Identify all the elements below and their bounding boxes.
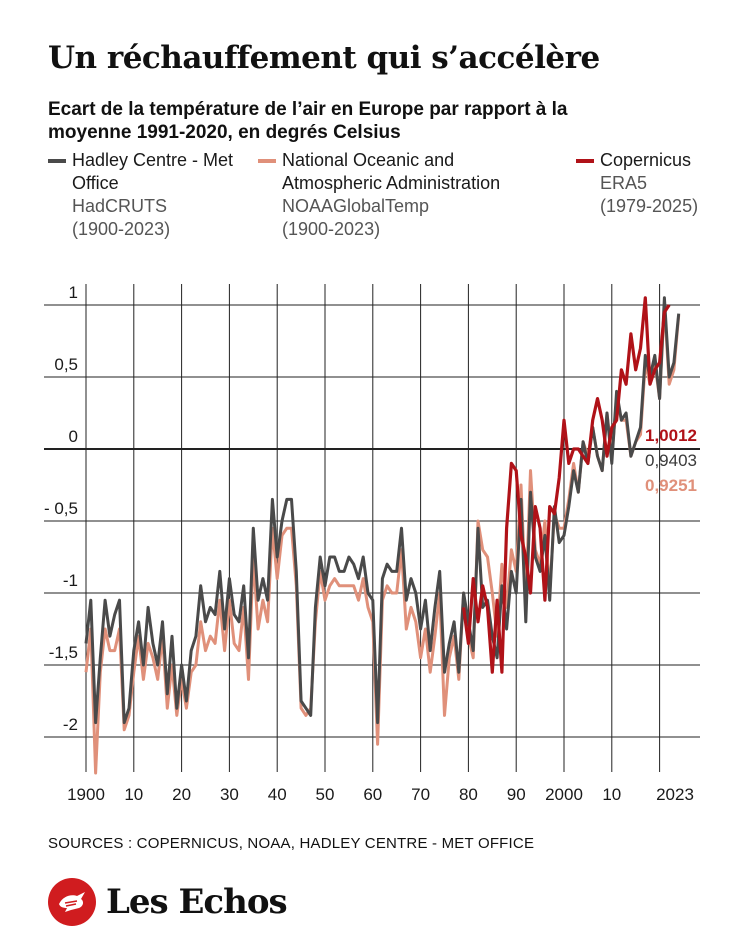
legend-swatch-noaa bbox=[258, 159, 276, 163]
x-tick-label: 70 bbox=[411, 785, 430, 804]
y-tick-label: - 0,5 bbox=[44, 499, 78, 518]
logo-emblem-icon bbox=[48, 878, 96, 926]
y-tick-label: 0 bbox=[69, 427, 78, 446]
les-echos-logo: Les Echos bbox=[48, 878, 348, 928]
x-tick-label: 20 bbox=[172, 785, 191, 804]
legend-dataset-hadley: HadCRUTS bbox=[72, 196, 168, 216]
chart-title: Un réchauffement qui s’accélère bbox=[48, 40, 600, 76]
x-tick-label: 60 bbox=[363, 785, 382, 804]
legend-swatch-copernicus bbox=[576, 159, 594, 163]
end-label-noaa: 0,9251 bbox=[645, 476, 697, 495]
x-tick-label: 30 bbox=[220, 785, 239, 804]
x-tick-label: 40 bbox=[268, 785, 287, 804]
legend-label-copernicus: Copernicus bbox=[600, 150, 692, 170]
legend-period-noaa: (1900-2023) bbox=[282, 219, 381, 239]
legend-label-noaa: National Oceanic and Atmospheric Adminis… bbox=[282, 150, 501, 193]
x-tick-label: 2023 bbox=[656, 785, 694, 804]
legend-dataset-noaa: NOAAGlobalTemp bbox=[282, 196, 430, 216]
x-tick-label: 10 bbox=[602, 785, 621, 804]
legend-item-noaa: National Oceanic and Atmospheric Adminis… bbox=[258, 149, 548, 241]
legend-item-hadley: Hadley Centre - Met Office HadCRUTS (190… bbox=[48, 149, 248, 241]
series-lines bbox=[84, 296, 681, 775]
x-tick-label: 10 bbox=[124, 785, 143, 804]
end-label-hadley: 0,9403 bbox=[645, 451, 697, 470]
y-tick-label: -1 bbox=[63, 571, 78, 590]
end-labels: 1,0012 0,9403 0,9251 bbox=[645, 426, 697, 495]
x-tick-label: 80 bbox=[459, 785, 478, 804]
chart-grid bbox=[44, 284, 700, 772]
legend-swatch-hadley bbox=[48, 159, 66, 163]
legend-label-hadley: Hadley Centre - Met Office bbox=[72, 150, 234, 193]
x-tick-label: 50 bbox=[316, 785, 335, 804]
legend-item-copernicus: Copernicus ERA5 (1979-2025) bbox=[576, 149, 736, 218]
eagle-icon bbox=[59, 892, 85, 912]
y-tick-label: -2 bbox=[63, 715, 78, 734]
legend-period-copernicus: (1979-2025) bbox=[600, 196, 699, 216]
brand-name: Les Echos bbox=[106, 882, 288, 922]
x-tick-label: 2000 bbox=[545, 785, 583, 804]
y-tick-label: 0,5 bbox=[54, 355, 78, 374]
legend-period-hadley: (1900-2023) bbox=[72, 219, 171, 239]
legend-dataset-copernicus: ERA5 bbox=[600, 173, 648, 193]
temperature-chart: 1 0,5 0 - 0,5 -1 -1,5 -2 1900 10 20 30 40 50 60 70 80 9… bbox=[44, 283, 700, 804]
series-line-hadley bbox=[84, 296, 681, 725]
x-tick-label: 1900 bbox=[67, 785, 105, 804]
sources-note: SOURCES : COPERNICUS, NOAA, HADLEY CENTR… bbox=[48, 835, 535, 852]
y-tick-label: 1 bbox=[69, 283, 78, 302]
series-line-copernicus bbox=[462, 296, 671, 674]
y-tick-label: -1,5 bbox=[49, 643, 78, 662]
x-tick-label: 90 bbox=[507, 785, 526, 804]
end-label-copernicus: 1,0012 bbox=[645, 426, 697, 445]
chart-subtitle: Ecart de la température de l’air en Euro… bbox=[48, 99, 568, 143]
series-line-noaa bbox=[84, 303, 681, 775]
x-axis-labels: 1900 10 20 30 40 50 60 70 80 90 2000 10 2023 bbox=[67, 785, 694, 804]
y-axis-labels: 1 0,5 0 - 0,5 -1 -1,5 -2 bbox=[44, 283, 78, 734]
